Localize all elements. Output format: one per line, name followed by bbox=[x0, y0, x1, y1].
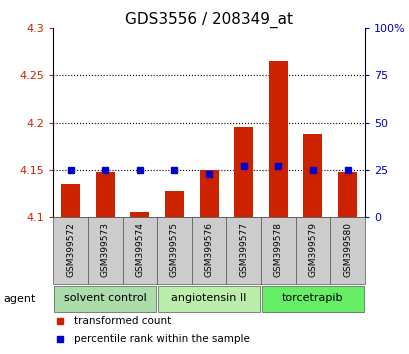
Bar bbox=[234, 127, 253, 217]
Bar bbox=[157, 286, 260, 312]
Bar bbox=[130, 212, 149, 217]
Bar bbox=[268, 61, 287, 217]
Bar bbox=[122, 217, 157, 284]
Text: GSM399579: GSM399579 bbox=[308, 222, 317, 277]
Text: angiotensin II: angiotensin II bbox=[171, 293, 246, 303]
Text: percentile rank within the sample: percentile rank within the sample bbox=[73, 333, 249, 343]
Text: GSM399573: GSM399573 bbox=[101, 222, 110, 277]
Text: torcetrapib: torcetrapib bbox=[281, 293, 343, 303]
Text: GSM399577: GSM399577 bbox=[238, 222, 247, 277]
Bar bbox=[191, 217, 226, 284]
Text: agent: agent bbox=[4, 294, 36, 304]
Bar bbox=[261, 286, 363, 312]
Bar bbox=[337, 172, 356, 217]
Text: GSM399572: GSM399572 bbox=[66, 222, 75, 277]
Bar bbox=[95, 172, 115, 217]
Text: GSM399580: GSM399580 bbox=[342, 222, 351, 277]
Bar bbox=[330, 217, 364, 284]
Text: solvent control: solvent control bbox=[64, 293, 146, 303]
Bar bbox=[303, 134, 322, 217]
Title: GDS3556 / 208349_at: GDS3556 / 208349_at bbox=[125, 12, 292, 28]
Bar bbox=[226, 217, 261, 284]
Bar bbox=[54, 286, 156, 312]
Bar bbox=[261, 217, 295, 284]
Text: GSM399578: GSM399578 bbox=[273, 222, 282, 277]
Bar bbox=[164, 190, 184, 217]
Bar bbox=[199, 170, 218, 217]
Bar bbox=[295, 217, 330, 284]
Bar bbox=[157, 217, 191, 284]
Bar bbox=[61, 184, 80, 217]
Bar bbox=[88, 217, 122, 284]
Bar bbox=[53, 217, 88, 284]
Text: GSM399574: GSM399574 bbox=[135, 222, 144, 277]
Text: GSM399575: GSM399575 bbox=[170, 222, 179, 277]
Text: transformed count: transformed count bbox=[73, 316, 171, 326]
Text: GSM399576: GSM399576 bbox=[204, 222, 213, 277]
